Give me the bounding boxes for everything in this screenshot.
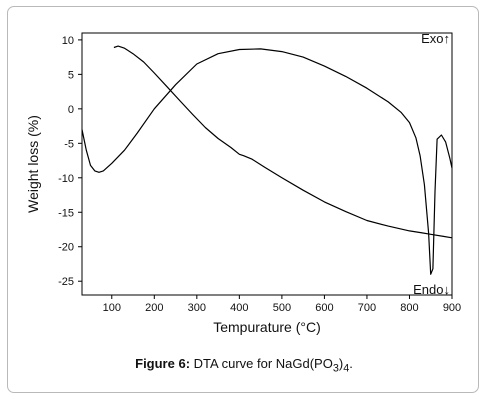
caption-label: Figure 6: [135,356,191,371]
annotation-exo: Exo↑ [421,31,450,46]
x-tick-label: 400 [230,302,248,314]
x-tick-label: 500 [273,302,291,314]
y-tick-label: -5 [64,138,74,150]
y-tick-label: -10 [58,173,74,185]
y-tick-label: -25 [58,276,74,288]
x-tick-label: 900 [443,302,461,314]
y-axis-label: Weight loss (%) [25,115,41,213]
annotation-endo: Endo↓ [413,282,450,297]
y-tick-label: 0 [68,104,74,116]
plot-box [81,32,453,296]
y-tick-label: 10 [62,35,74,47]
axes [78,32,453,299]
x-tick-label: 700 [358,302,376,314]
x-tick-label: 300 [188,302,206,314]
series-layer [81,45,453,275]
y-tick-label: 5 [68,69,74,81]
x-tick-label: 800 [400,302,418,314]
labels: 100 200 300 400 500 600 700 800 900 10 5 0 -5 -10 -15 -… [25,31,461,335]
x-tick-label: 100 [103,302,121,314]
figure-frame [7,6,479,393]
caption-text: DTA curve for NaGd(PO3)4. [193,356,353,375]
x-axis-label: Tempurature (°C) [213,319,321,335]
y-tick-label: -20 [58,242,74,254]
y-tick-label: -15 [58,207,74,219]
series-line-2 [81,48,453,275]
series-line-1 [113,45,453,239]
figure-caption: Figure 6: DTA curve for NaGd(PO3)4. [0,356,488,375]
x-tick-label: 200 [145,302,163,314]
x-tick-label: 600 [315,302,333,314]
